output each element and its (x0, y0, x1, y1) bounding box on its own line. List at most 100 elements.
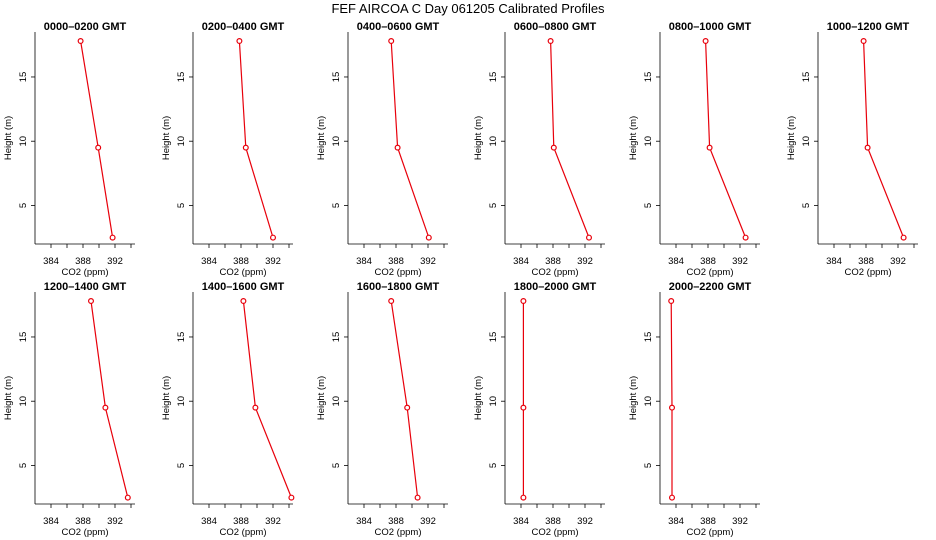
y-axis-label: Height (m) (161, 116, 172, 160)
data-point (668, 404, 675, 411)
panel-title: 1400–1600 GMT (202, 281, 285, 293)
x-tick-label: 392 (265, 516, 281, 527)
y-tick-label: 5 (488, 203, 499, 208)
data-point (288, 494, 295, 501)
panel-title: 0600–0800 GMT (514, 21, 597, 33)
x-tick-label: 388 (75, 256, 91, 267)
x-tick-label: 384 (826, 256, 842, 267)
x-tick-label: 388 (545, 516, 561, 527)
data-point (124, 494, 131, 501)
data-point (668, 494, 675, 501)
data-point (706, 144, 713, 151)
y-tick-label: 15 (643, 72, 654, 83)
panel-7: 1200–1400 GMT 384 388 392 5 10 15 CO2 (ppm) Heig… (3, 281, 135, 538)
x-tick-label: 392 (107, 256, 123, 267)
panels: 0000–0200 GMT 384 388 392 5 10 15 CO2 (ppm) Heig… (3, 21, 918, 538)
y-tick-label: 5 (176, 203, 187, 208)
y-tick-label: 15 (176, 72, 187, 83)
x-axis-label: CO2 (ppm) (687, 267, 734, 278)
data-point (240, 297, 247, 304)
x-tick-label: 384 (668, 516, 684, 527)
data-point (394, 144, 401, 151)
data-point (95, 144, 102, 151)
profile-line (390, 40, 430, 238)
data-point (860, 37, 867, 44)
panel-8: 1400–1600 GMT 384 388 392 5 10 15 CO2 (ppm) Heig… (161, 281, 295, 538)
y-tick-label: 10 (643, 396, 654, 407)
y-tick-label: 5 (643, 463, 654, 468)
x-tick-label: 388 (388, 256, 404, 267)
x-tick-label: 384 (356, 516, 372, 527)
y-tick-label: 5 (801, 203, 812, 208)
panel-9: 1600–1800 GMT 384 388 392 5 10 15 CO2 (ppm) Heig… (316, 281, 448, 538)
panel-5: 0800–1000 GMT 384 388 392 5 10 15 CO2 (ppm) Heig… (628, 21, 760, 278)
x-tick-label: 384 (201, 256, 217, 267)
x-tick-label: 388 (545, 256, 561, 267)
x-axis-label: CO2 (ppm) (532, 267, 579, 278)
data-point (742, 234, 749, 241)
x-tick-label: 384 (43, 516, 59, 527)
y-axis-label: Height (m) (628, 116, 639, 160)
x-tick-label: 384 (668, 256, 684, 267)
x-axis-label: CO2 (ppm) (220, 267, 267, 278)
x-axis-label: CO2 (ppm) (375, 267, 422, 278)
data-point (77, 37, 84, 44)
profile-line (705, 40, 747, 238)
y-tick-label: 5 (488, 463, 499, 468)
data-point (520, 297, 527, 304)
panel-title: 2000–2200 GMT (669, 281, 752, 293)
y-axis-label: Height (m) (3, 376, 14, 420)
y-tick-label: 5 (176, 463, 187, 468)
panel-1: 0000–0200 GMT 384 388 392 5 10 15 CO2 (ppm) Heig… (3, 21, 135, 278)
profile-line (863, 40, 905, 238)
y-tick-label: 10 (488, 136, 499, 147)
panel-11: 2000–2200 GMT 384 388 392 5 10 15 CO2 (ppm) Heig… (628, 281, 760, 538)
x-tick-label: 388 (700, 516, 716, 527)
profile-line (238, 40, 274, 238)
data-point (520, 494, 527, 501)
x-tick-label: 384 (43, 256, 59, 267)
data-point (109, 234, 116, 241)
x-tick-label: 384 (513, 256, 529, 267)
x-tick-label: 388 (75, 516, 91, 527)
y-tick-label: 10 (18, 136, 29, 147)
y-axis-label: Height (m) (473, 376, 484, 420)
data-point (236, 37, 243, 44)
y-tick-label: 15 (643, 332, 654, 343)
panel-title: 1000–1200 GMT (827, 21, 910, 33)
profile-line (90, 300, 129, 498)
x-axis-label: CO2 (ppm) (375, 527, 422, 538)
x-tick-label: 384 (201, 516, 217, 527)
figure-title: FEF AIRCOA C Day 061205 Calibrated Profi… (331, 1, 605, 16)
data-point (668, 297, 675, 304)
y-tick-label: 15 (176, 332, 187, 343)
y-tick-label: 15 (18, 332, 29, 343)
panel-title: 0800–1000 GMT (669, 21, 752, 33)
x-axis-label: CO2 (ppm) (62, 527, 109, 538)
x-tick-label: 392 (577, 516, 593, 527)
data-point (585, 234, 592, 241)
y-tick-label: 5 (18, 203, 29, 208)
x-tick-label: 392 (732, 516, 748, 527)
data-point (520, 404, 527, 411)
panel-2: 0200–0400 GMT 384 388 392 5 10 15 CO2 (ppm) Heig… (161, 21, 293, 278)
x-axis-label: CO2 (ppm) (845, 267, 892, 278)
x-axis-label: CO2 (ppm) (532, 527, 579, 538)
y-tick-label: 10 (331, 136, 342, 147)
x-tick-label: 392 (107, 516, 123, 527)
y-tick-label: 10 (176, 136, 187, 147)
y-tick-label: 10 (643, 136, 654, 147)
y-axis-label: Height (m) (161, 376, 172, 420)
panel-3: 0400–0600 GMT 384 388 392 5 10 15 CO2 (ppm) Heig… (316, 21, 448, 278)
x-tick-label: 392 (890, 256, 906, 267)
y-tick-label: 15 (18, 72, 29, 83)
data-point (388, 297, 395, 304)
x-tick-label: 388 (700, 256, 716, 267)
profile-line (550, 40, 590, 238)
data-point (425, 234, 432, 241)
y-axis-label: Height (m) (473, 116, 484, 160)
y-tick-label: 15 (488, 332, 499, 343)
y-tick-label: 10 (331, 396, 342, 407)
data-point (404, 404, 411, 411)
